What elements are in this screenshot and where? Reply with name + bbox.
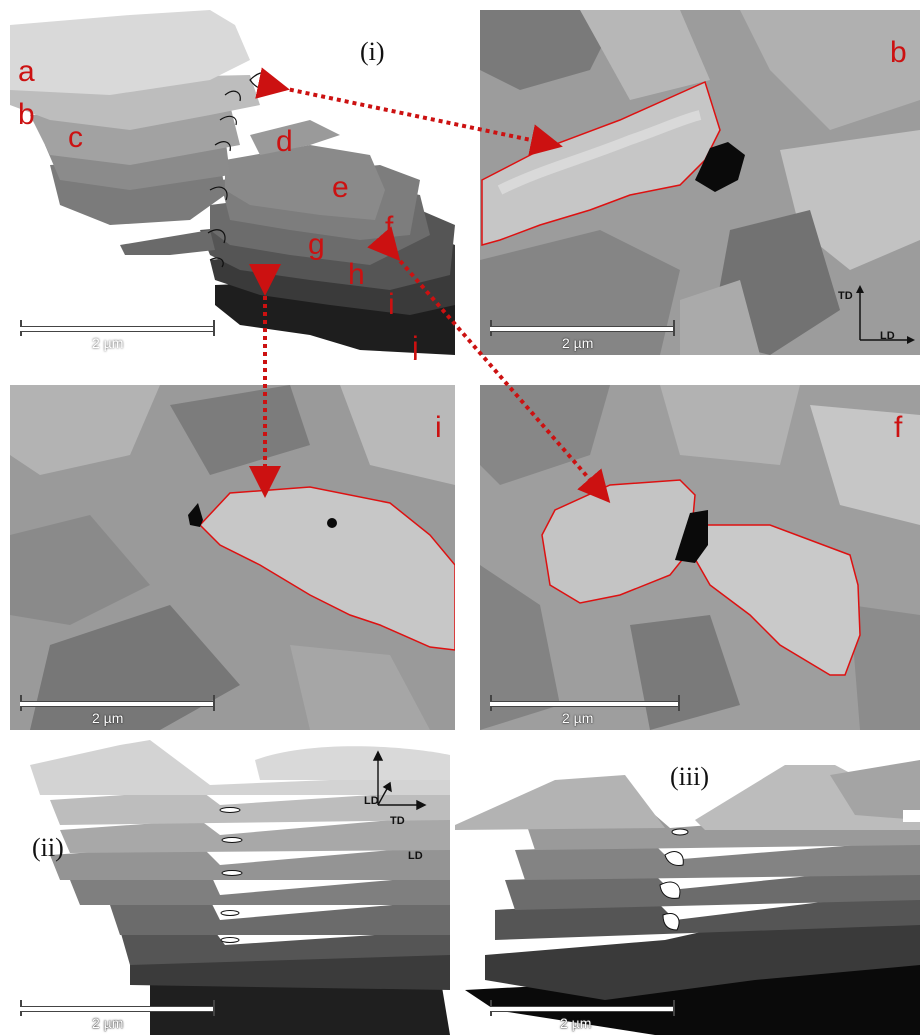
panel-b-sem: b 2 µm TD LD <box>480 10 920 355</box>
layer-stack-diagram-iii <box>455 760 920 1035</box>
panel-f-sem-scale-text: 2 µm <box>562 710 594 726</box>
axes-icon-ii <box>372 750 427 811</box>
panel-i-roman-label: (i) <box>360 37 385 66</box>
axis-td-label-b: TD <box>838 290 853 302</box>
label-c: c <box>68 121 83 154</box>
label-b: b <box>18 98 35 131</box>
label-a: a <box>18 55 35 88</box>
axis-ld-up-label-ii: LD <box>364 795 379 807</box>
panel-i-sem-scale-text: 2 µm <box>92 710 124 726</box>
axis-td-label-ii: TD <box>390 815 405 827</box>
panel-iii-roman-label: (iii) <box>670 762 709 791</box>
pore-i <box>188 503 203 527</box>
label-g: g <box>308 228 325 261</box>
panel-ii-scale-text: 2 µm <box>92 1015 124 1031</box>
label-j: j <box>412 331 419 361</box>
panel-b-scale-bar <box>490 320 675 336</box>
panel-i-sem: i 2 µm <box>10 385 455 730</box>
layer-e <box>225 145 385 220</box>
panel-i-scale-text: 2 µm <box>92 335 124 351</box>
pore-outlines <box>207 72 274 268</box>
panel-i-sem-letter: i <box>435 411 442 444</box>
axis-ld-right-label-ii: LD <box>408 850 423 862</box>
panel-f-sem: f 2 µm <box>480 385 920 730</box>
panel-ii-schematic: LD TD LD (ii) 2 µm <box>10 735 455 1035</box>
label-d: d <box>276 125 293 158</box>
label-h: h <box>348 258 365 291</box>
pore-outlines-iii <box>659 828 689 931</box>
panel-i-scale-bar <box>20 320 215 336</box>
panel-iii-scale-text: 2 µm <box>560 1015 592 1031</box>
sem-texture-i <box>10 385 455 730</box>
panel-b-scale-text: 2 µm <box>562 335 594 351</box>
panel-ii-scale-bar <box>20 1000 215 1016</box>
grain-outline-i <box>198 486 455 651</box>
label-e: e <box>332 171 349 204</box>
sem-texture-b <box>480 10 920 355</box>
sem-texture-f <box>480 385 920 730</box>
pore-f <box>675 510 708 563</box>
label-f: f <box>385 211 394 244</box>
panel-ii-roman-label: (ii) <box>32 833 64 862</box>
layer-a <box>10 10 250 95</box>
panel-f-sem-scale-bar <box>490 695 680 711</box>
axis-ld-label-b: LD <box>880 330 895 342</box>
axes-icon-b <box>856 285 915 344</box>
panel-b-letter: b <box>890 36 907 69</box>
pore-outlines-ii <box>219 807 243 943</box>
panel-i-sem-scale-bar <box>20 695 215 711</box>
grain-outline-f-right <box>689 524 861 676</box>
layer-lower-left-1 <box>120 230 215 255</box>
panel-i-schematic: a b c d e f g h i j (i) 2 µm <box>10 5 455 360</box>
pore-b <box>695 142 745 192</box>
panel-iii-scale-bar <box>490 1000 675 1016</box>
label-i: i <box>388 288 395 321</box>
panel-iii-schematic: (iii) 2 µm <box>455 740 920 1035</box>
panel-f-sem-letter: f <box>894 411 903 444</box>
layer-stack-diagram-ii <box>30 740 450 1035</box>
